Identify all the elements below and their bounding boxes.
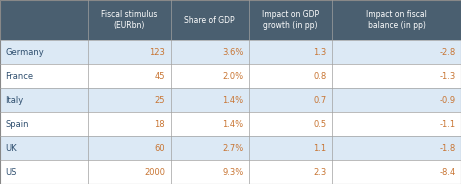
Bar: [171, 112, 249, 136]
Bar: [88, 40, 171, 64]
Bar: [171, 64, 249, 88]
Bar: [171, 88, 249, 112]
Text: 1.4%: 1.4%: [222, 96, 243, 105]
Bar: [249, 160, 332, 184]
Bar: [332, 112, 461, 136]
Text: 2000: 2000: [144, 168, 165, 176]
Text: UK: UK: [6, 144, 17, 153]
Bar: [171, 160, 249, 184]
Text: 25: 25: [154, 96, 165, 105]
Bar: [88, 0, 171, 40]
Bar: [249, 64, 332, 88]
Bar: [88, 160, 171, 184]
Bar: [171, 0, 249, 40]
Bar: [0, 0, 88, 40]
Text: US: US: [6, 168, 17, 176]
Bar: [249, 0, 332, 40]
Bar: [249, 40, 332, 64]
Bar: [332, 0, 461, 40]
Text: 0.7: 0.7: [313, 96, 326, 105]
Text: 2.3: 2.3: [313, 168, 326, 176]
Text: Spain: Spain: [6, 120, 29, 129]
Text: -8.4: -8.4: [439, 168, 455, 176]
Text: 2.0%: 2.0%: [222, 72, 243, 81]
Text: 0.8: 0.8: [313, 72, 326, 81]
Bar: [332, 64, 461, 88]
Bar: [332, 40, 461, 64]
Bar: [0, 136, 88, 160]
Bar: [88, 88, 171, 112]
Text: -1.3: -1.3: [439, 72, 455, 81]
Bar: [332, 136, 461, 160]
Text: 1.3: 1.3: [313, 48, 326, 57]
Bar: [171, 136, 249, 160]
Bar: [88, 112, 171, 136]
Bar: [0, 88, 88, 112]
Bar: [249, 88, 332, 112]
Bar: [249, 136, 332, 160]
Text: Share of GDP: Share of GDP: [184, 16, 235, 25]
Text: 2.7%: 2.7%: [222, 144, 243, 153]
Text: Germany: Germany: [6, 48, 44, 57]
Bar: [88, 64, 171, 88]
Text: -1.8: -1.8: [439, 144, 455, 153]
Text: 1.4%: 1.4%: [222, 120, 243, 129]
Text: Impact on fiscal
balance (in pp): Impact on fiscal balance (in pp): [366, 10, 427, 30]
Bar: [332, 160, 461, 184]
Bar: [0, 64, 88, 88]
Text: Italy: Italy: [6, 96, 24, 105]
Text: -0.9: -0.9: [439, 96, 455, 105]
Text: 18: 18: [154, 120, 165, 129]
Text: -2.8: -2.8: [439, 48, 455, 57]
Text: 3.6%: 3.6%: [222, 48, 243, 57]
Text: -1.1: -1.1: [439, 120, 455, 129]
Bar: [332, 88, 461, 112]
Text: Impact on GDP
growth (in pp): Impact on GDP growth (in pp): [262, 10, 319, 30]
Bar: [0, 160, 88, 184]
Text: 9.3%: 9.3%: [222, 168, 243, 176]
Text: 60: 60: [154, 144, 165, 153]
Bar: [171, 40, 249, 64]
Text: 123: 123: [149, 48, 165, 57]
Text: France: France: [6, 72, 34, 81]
Bar: [249, 112, 332, 136]
Bar: [88, 136, 171, 160]
Text: Fiscal stimulus
(EURbn): Fiscal stimulus (EURbn): [101, 10, 157, 30]
Text: 1.1: 1.1: [313, 144, 326, 153]
Bar: [0, 40, 88, 64]
Bar: [0, 112, 88, 136]
Text: 45: 45: [154, 72, 165, 81]
Text: 0.5: 0.5: [313, 120, 326, 129]
